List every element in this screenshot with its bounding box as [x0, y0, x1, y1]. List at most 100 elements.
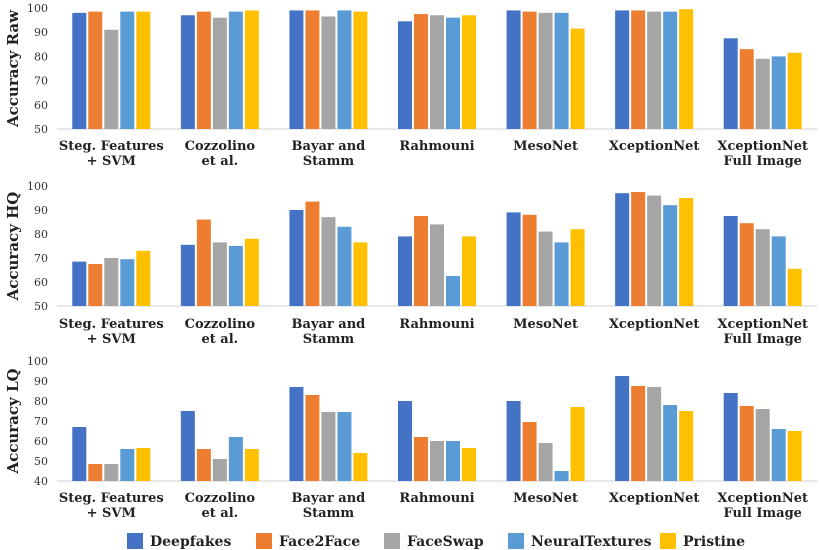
- bar-pristine: [787, 52, 802, 129]
- x-category-label: XceptionNet: [609, 139, 700, 154]
- bar-faceswap: [321, 412, 336, 481]
- x-category-label: Full Image: [723, 332, 801, 347]
- bar-neuraltextures: [446, 441, 460, 481]
- bar-pristine: [787, 268, 802, 306]
- bar-faceswap: [104, 464, 119, 481]
- bar-pristine: [244, 449, 259, 481]
- y-axis-title: Accuracy Raw: [4, 9, 22, 128]
- bar-face2face: [305, 201, 320, 306]
- bar-neuraltextures: [228, 246, 243, 306]
- bar-faceswap: [321, 217, 336, 306]
- legend-swatch: [660, 533, 676, 549]
- bar-face2face: [522, 422, 537, 481]
- bar-face2face: [414, 216, 428, 306]
- bar-pristine: [244, 10, 259, 130]
- bar-faceswap: [647, 11, 662, 130]
- y-tick-label: 100: [27, 2, 48, 15]
- bar-neuraltextures: [663, 205, 678, 306]
- bar-faceswap: [755, 58, 770, 129]
- x-category-label: XceptionNet: [717, 491, 808, 506]
- x-category-label: XceptionNet: [609, 317, 700, 332]
- bar-faceswap: [430, 224, 444, 306]
- x-category-label: Full Image: [723, 154, 801, 169]
- bar-faceswap: [538, 12, 553, 130]
- bar-face2face: [739, 406, 754, 481]
- bar-face2face: [631, 192, 646, 306]
- y-tick-label: 90: [34, 204, 48, 217]
- bar-faceswap: [755, 229, 770, 306]
- bar-face2face: [88, 11, 103, 130]
- x-category-label: XceptionNet: [609, 491, 700, 506]
- bar-pristine: [679, 411, 694, 481]
- bar-faceswap: [755, 409, 770, 481]
- x-category-label: Rahmouni: [399, 139, 474, 154]
- x-category-label: et al.: [202, 506, 239, 521]
- bar-pristine: [353, 453, 368, 481]
- x-category-label: Bayar and: [292, 317, 366, 332]
- bar-face2face: [522, 11, 537, 130]
- bar-neuraltextures: [337, 226, 352, 306]
- bar-face2face: [739, 223, 754, 306]
- bar-deepfakes: [72, 261, 87, 306]
- bar-pristine: [679, 9, 694, 130]
- bar-neuraltextures: [663, 11, 678, 130]
- y-tick-label: 50: [34, 300, 48, 313]
- legend-swatch: [508, 533, 524, 549]
- y-tick-label: 100: [27, 355, 48, 368]
- bar-pristine: [462, 15, 476, 129]
- y-tick-label: 60: [34, 99, 48, 112]
- y-tick-label: 70: [34, 252, 48, 265]
- bar-pristine: [136, 250, 151, 306]
- legend-label: FaceSwap: [407, 534, 484, 550]
- bar-deepfakes: [72, 12, 87, 130]
- bar-faceswap: [212, 459, 227, 481]
- bar-neuraltextures: [771, 56, 786, 129]
- x-category-label: Steg. Features: [59, 139, 164, 154]
- y-tick-label: 70: [34, 415, 48, 428]
- bar-faceswap: [430, 441, 444, 481]
- x-category-label: XceptionNet: [717, 317, 808, 332]
- legend: Deepfakes Face2Face FaceSwap NeuralTextures…: [127, 533, 745, 550]
- legend-swatch: [256, 533, 272, 549]
- bar-face2face: [414, 437, 428, 481]
- x-category-label: Cozzolino: [185, 139, 256, 154]
- x-category-label: + SVM: [87, 154, 136, 169]
- bar-neuraltextures: [228, 11, 243, 130]
- bar-neuraltextures: [663, 405, 678, 481]
- y-tick-label: 70: [34, 75, 48, 88]
- y-tick-label: 90: [34, 375, 48, 388]
- x-category-label: MesoNet: [513, 317, 578, 332]
- bar-pristine: [679, 198, 694, 306]
- x-category-label: et al.: [202, 154, 239, 169]
- legend-swatch: [127, 533, 143, 549]
- y-tick-label: 90: [34, 26, 48, 39]
- bar-pristine: [353, 242, 368, 306]
- bar-deepfakes: [723, 38, 738, 129]
- bar-pristine: [462, 236, 476, 306]
- bar-pristine: [353, 11, 368, 130]
- bar-face2face: [196, 449, 211, 481]
- bar-deepfakes: [289, 10, 304, 130]
- chart-panel-3: Accuracy LQ 40 50 60 70 80 90 100 Steg. Features…: [4, 355, 817, 521]
- bar-neuraltextures: [771, 236, 786, 306]
- bar-deepfakes: [615, 376, 630, 481]
- bar-pristine: [244, 238, 259, 306]
- bar-neuraltextures: [554, 242, 569, 306]
- chart-panel-1: Accuracy Raw 50 60 70 80 90 100 Steg. Features+…: [4, 2, 817, 169]
- bar-pristine: [136, 11, 151, 130]
- bar-pristine: [462, 448, 476, 481]
- x-category-label: MesoNet: [513, 139, 578, 154]
- bar-deepfakes: [72, 427, 87, 481]
- bar-faceswap: [538, 443, 553, 481]
- bar-deepfakes: [398, 401, 412, 481]
- bar-face2face: [522, 214, 537, 306]
- bar-face2face: [414, 14, 428, 129]
- bar-faceswap: [321, 16, 336, 129]
- bar-neuraltextures: [120, 259, 135, 306]
- x-category-label: Steg. Features: [59, 491, 164, 506]
- bar-face2face: [631, 386, 646, 481]
- bar-faceswap: [212, 242, 227, 306]
- x-category-label: Full Image: [723, 506, 801, 521]
- bar-neuraltextures: [120, 449, 135, 481]
- legend-label: Deepfakes: [150, 534, 231, 550]
